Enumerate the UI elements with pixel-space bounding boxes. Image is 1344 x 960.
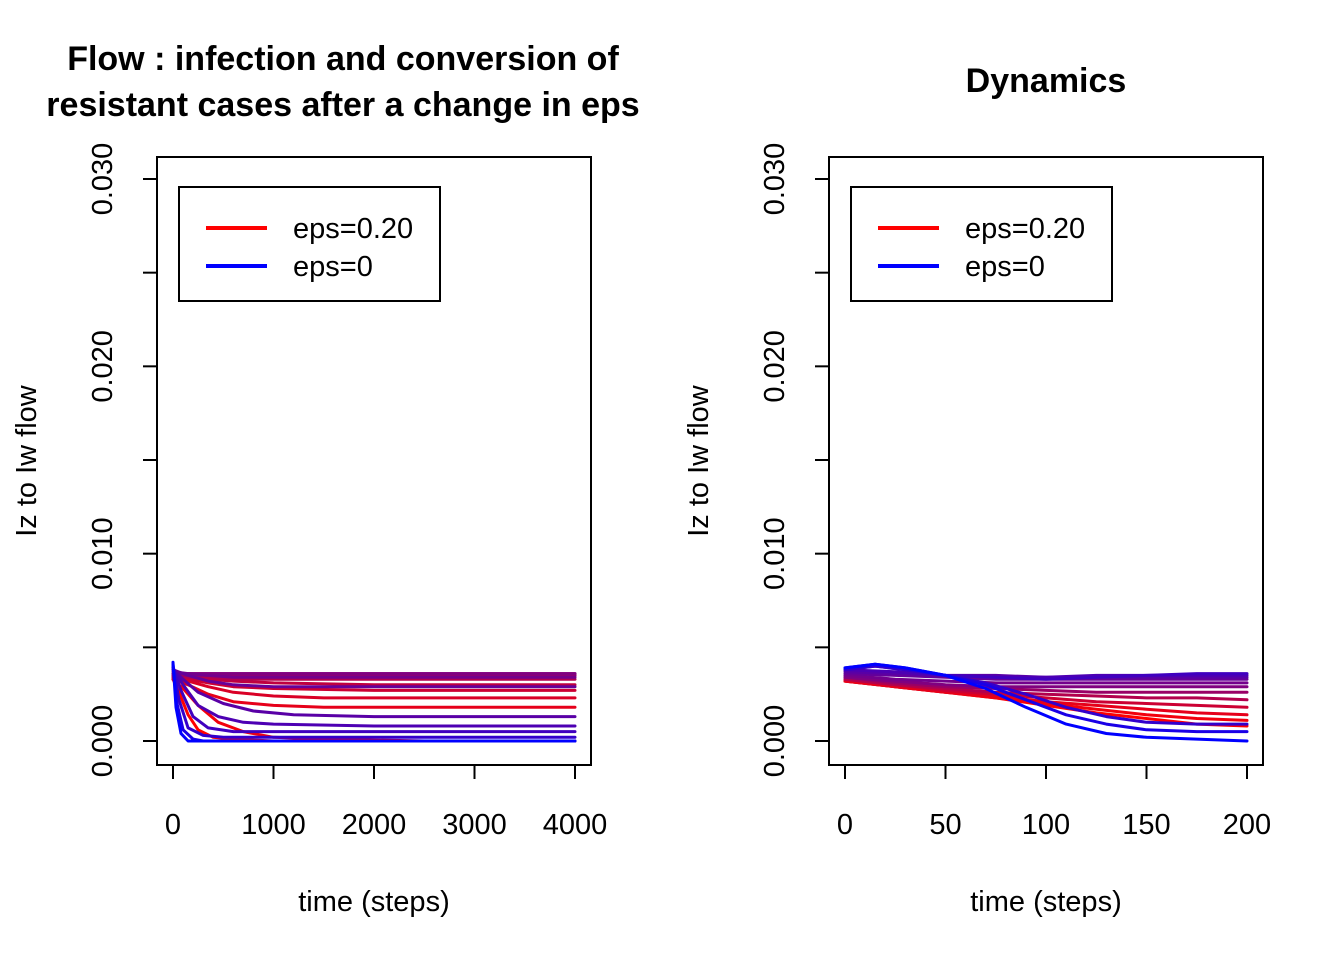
panel-2-x-axis-label: time (steps) <box>970 886 1121 918</box>
panel-1-series-line-16 <box>171 666 577 734</box>
panel-1-x-axis-label: time (steps) <box>298 886 449 918</box>
panel-1-x-tick-label: 4000 <box>543 809 608 841</box>
panel-2-series-line-15 <box>843 662 1249 743</box>
panel-1-series-line-19 <box>171 660 577 743</box>
panel-1-series-line-4 <box>171 677 577 700</box>
panel-2-series-line-8 <box>843 673 1249 685</box>
panel-1-y-axis-label: Iz to Iw flow <box>11 384 43 537</box>
panel-2-y-tick-label: 0.020 <box>759 330 791 403</box>
panel-1-y-tick-label: 0.020 <box>87 330 119 403</box>
panel-1-y-tick-label: 0.030 <box>87 143 119 216</box>
panel-2-series-line-6 <box>843 675 1249 694</box>
panel-1-series-line-17 <box>171 664 577 739</box>
panel-2-series-line-7 <box>843 675 1249 689</box>
panel-2-y-tick-label: 0.010 <box>759 517 791 590</box>
panel-2-x-tick-label: 200 <box>1223 809 1271 841</box>
panel-2-y-tick-label: 0.030 <box>759 143 791 216</box>
panel-2-legend-label: eps=0 <box>965 251 1045 283</box>
panel-2-x-tick-label: 100 <box>1022 809 1070 841</box>
panel-1-x-tick-label: 1000 <box>241 809 306 841</box>
panel-2-x-tick-label: 0 <box>837 809 853 841</box>
panel-1-series-line-5 <box>171 675 577 692</box>
panel-2-series-line-13 <box>843 664 1249 726</box>
panel-1-series-line-7 <box>171 675 577 681</box>
panel-1-x-tick-label: 3000 <box>442 809 507 841</box>
panel-1-legend-label: eps=0 <box>293 251 373 283</box>
panel-2-legend-label: eps=0.20 <box>965 213 1085 245</box>
panel-2-legend-box <box>850 186 1113 302</box>
panel-1-series-line-13 <box>171 668 577 689</box>
panel-2-x-tick-label: 150 <box>1122 809 1170 841</box>
panel-1-series-line-12 <box>171 670 577 679</box>
panel-2-series-line-5 <box>843 677 1249 702</box>
panel-2-y-tick-label: 0.000 <box>759 705 791 778</box>
panel-1-title-line-2: resistant cases after a change in eps <box>46 86 639 124</box>
panel-2-title-line-1: Dynamics <box>966 62 1127 100</box>
panel-1-title-line-1: Flow : infection and conversion of <box>67 40 619 78</box>
panel-2-y-axis-label: Iz to Iw flow <box>683 384 715 537</box>
panel-1-x-tick-label: 0 <box>165 809 181 841</box>
panel-1-y-tick-label: 0.010 <box>87 517 119 590</box>
panel-1-x-tick-label: 2000 <box>342 809 407 841</box>
panel-2-x-tick-label: 50 <box>929 809 961 841</box>
panel-1-legend-label: eps=0.20 <box>293 213 413 245</box>
panel-1-series-line-14 <box>171 668 577 719</box>
panel-1-series-line-15 <box>171 666 577 728</box>
panel-1-legend-box <box>178 186 441 302</box>
panel-1-y-tick-label: 0.000 <box>87 705 119 778</box>
